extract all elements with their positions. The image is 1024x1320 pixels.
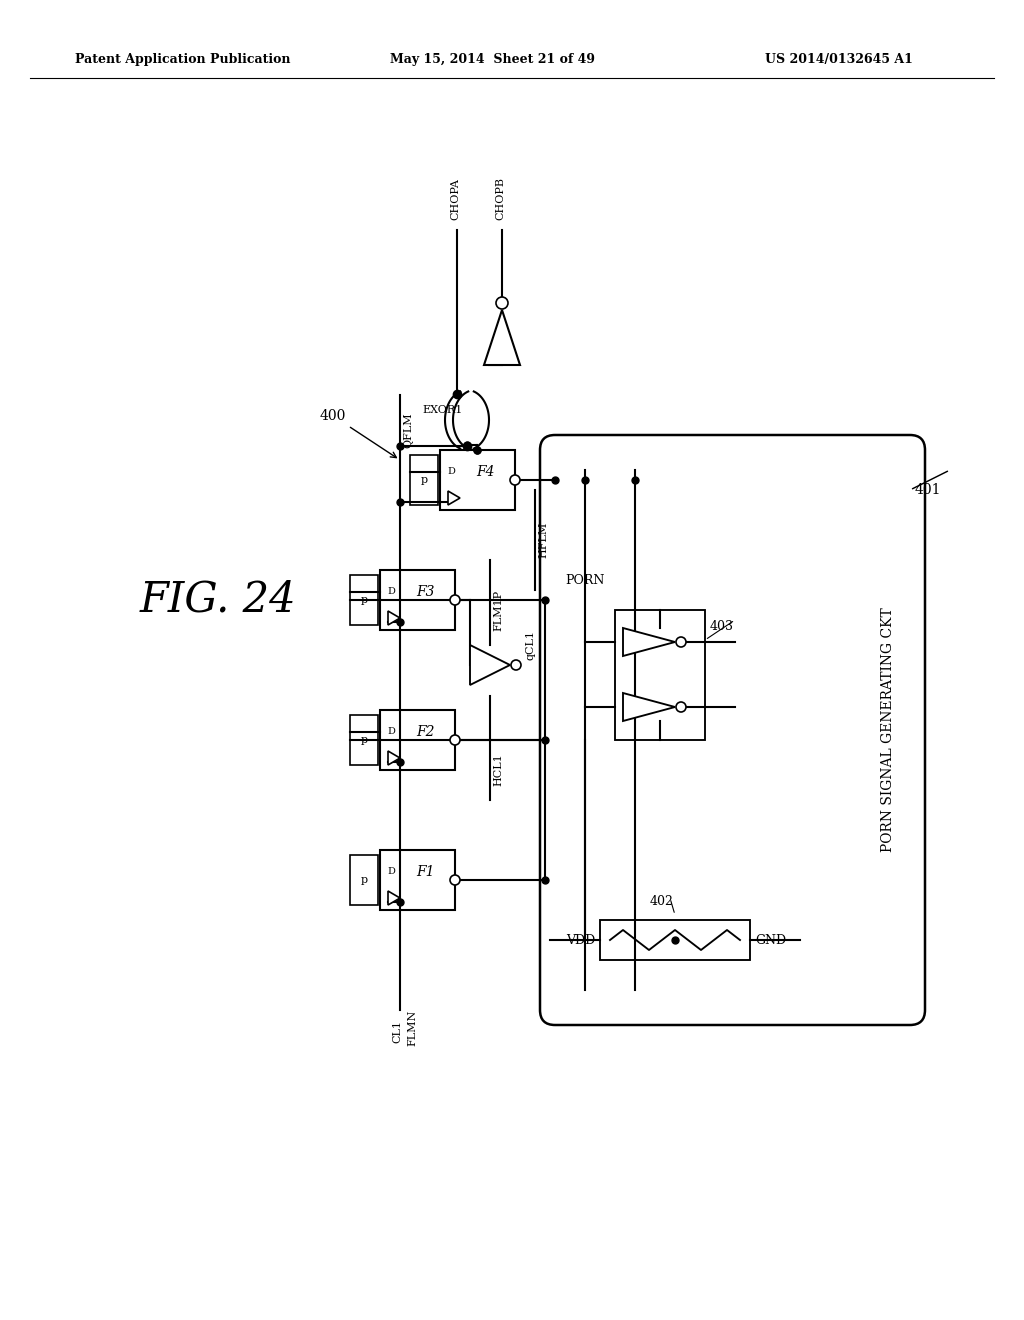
Text: D: D (387, 867, 395, 876)
Bar (615, 610, 705, 741)
Polygon shape (388, 751, 400, 766)
Text: D: D (447, 467, 455, 477)
Text: 401: 401 (915, 483, 941, 498)
FancyBboxPatch shape (540, 436, 925, 1026)
Bar (380, 850, 455, 909)
Text: GND: GND (755, 933, 786, 946)
Text: p: p (360, 735, 368, 744)
Polygon shape (470, 645, 510, 685)
Text: Patent Application Publication: Patent Application Publication (75, 54, 291, 66)
Bar (440, 450, 515, 510)
Bar (600, 920, 750, 960)
Text: FLM1P: FLM1P (493, 590, 503, 631)
Circle shape (496, 297, 508, 309)
Polygon shape (484, 310, 520, 366)
Text: qCL1: qCL1 (525, 630, 535, 660)
Text: F1: F1 (416, 865, 434, 879)
Circle shape (450, 875, 460, 884)
Text: p: p (360, 595, 368, 605)
Polygon shape (388, 611, 400, 624)
Bar (380, 710, 455, 770)
Bar (350, 715, 378, 766)
Text: 400: 400 (319, 409, 396, 458)
Text: US 2014/0132645 A1: US 2014/0132645 A1 (765, 54, 912, 66)
Text: CHOPB: CHOPB (495, 177, 505, 220)
Bar (380, 570, 455, 630)
Text: VDD: VDD (565, 933, 595, 946)
Text: 402: 402 (650, 895, 674, 908)
Text: PORN: PORN (565, 573, 604, 586)
Text: HFLM: HFLM (538, 521, 548, 558)
Circle shape (511, 660, 521, 671)
Text: F3: F3 (416, 585, 434, 599)
Text: EXOR1: EXOR1 (422, 405, 462, 414)
Circle shape (450, 735, 460, 744)
Circle shape (676, 638, 686, 647)
Text: CL1: CL1 (392, 1020, 402, 1043)
Text: FLMN: FLMN (407, 1010, 417, 1047)
Text: HCL1: HCL1 (493, 754, 503, 787)
Text: CHOPA: CHOPA (450, 178, 460, 220)
Text: F2: F2 (416, 725, 434, 739)
Text: p: p (421, 475, 428, 484)
Circle shape (510, 475, 520, 484)
Text: PORN SIGNAL GENERATING CKT: PORN SIGNAL GENERATING CKT (881, 607, 895, 853)
Polygon shape (623, 628, 675, 656)
Circle shape (676, 702, 686, 711)
Text: D: D (387, 727, 395, 737)
Text: QFLM: QFLM (403, 412, 413, 447)
Bar (410, 455, 438, 506)
Text: D: D (387, 587, 395, 597)
Text: p: p (360, 875, 368, 884)
Bar (350, 576, 378, 624)
Text: May 15, 2014  Sheet 21 of 49: May 15, 2014 Sheet 21 of 49 (390, 54, 595, 66)
Text: 403: 403 (710, 620, 734, 634)
Polygon shape (623, 693, 675, 721)
Text: FIG. 24: FIG. 24 (140, 579, 297, 620)
Circle shape (450, 595, 460, 605)
Bar (350, 855, 378, 906)
Polygon shape (388, 891, 400, 906)
Text: F4: F4 (476, 465, 495, 479)
Polygon shape (449, 491, 460, 506)
